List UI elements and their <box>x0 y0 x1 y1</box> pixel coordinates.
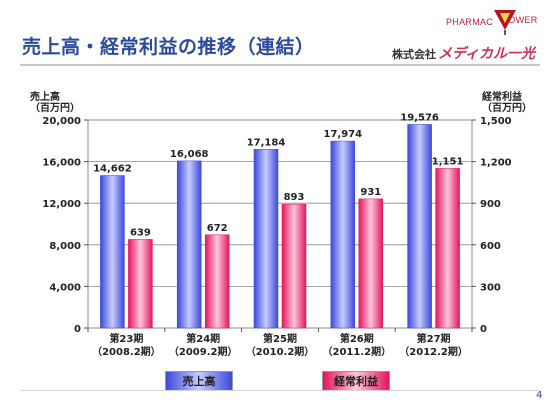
x-tick-sublabel: （2010.2期） <box>246 345 315 358</box>
x-tick-label: 第23期 <box>109 332 143 345</box>
x-tick-sublabel: （2008.2期） <box>92 345 161 358</box>
x-tick-label: 第24期 <box>186 332 220 345</box>
x-tick-sublabel: （2009.2期） <box>169 345 238 358</box>
y-left-tick-label: 4,000 <box>49 282 81 293</box>
bar-ordinary-profit <box>358 198 384 329</box>
brand-wordmark-part2: LOWER <box>503 15 538 25</box>
brand-wordmark-part1: PHARMAC <box>446 17 494 27</box>
page-title: 売上高・経常利益の推移（連結） <box>22 36 315 58</box>
company-prefix: 株式会社 <box>392 48 436 61</box>
y-axis-right-label: 経常利益 （百万円） <box>482 92 532 114</box>
data-label-sales: 14,662 <box>93 164 132 175</box>
y-left-tick-label: 12,000 <box>42 199 81 210</box>
y-axis-left-label-line2: （百万円） <box>30 103 80 114</box>
y-right-tick-label: 1,200 <box>480 158 512 169</box>
bar-sales <box>176 160 202 329</box>
data-label-ordinary-profit: 931 <box>360 187 381 198</box>
y-axis-left-label-line1: 売上高 <box>30 92 60 103</box>
y-right-tick-label: 900 <box>480 199 501 210</box>
data-label-ordinary-profit: 639 <box>130 227 151 238</box>
flower-logo-icon <box>494 10 516 35</box>
header-divider <box>20 64 540 66</box>
bar-sales <box>330 140 356 329</box>
y-right-tick-label: 600 <box>480 241 501 252</box>
data-label-sales: 17,184 <box>247 137 286 148</box>
footer-divider <box>20 390 540 391</box>
y-left-tick-label: 8,000 <box>49 241 81 252</box>
y-axis-left-label: 売上高 （百万円） <box>30 92 80 114</box>
bar-ordinary-profit <box>128 239 153 329</box>
x-tick-label: 第25期 <box>263 332 297 345</box>
data-label-sales: 16,068 <box>170 149 209 160</box>
data-label-ordinary-profit: 1,151 <box>432 156 464 167</box>
y-left-tick-label: 16,000 <box>42 158 81 169</box>
data-label-sales: 17,974 <box>324 129 363 140</box>
y-right-tick-label: 0 <box>480 324 487 335</box>
y-right-tick-label: 1,500 <box>480 116 512 127</box>
x-tick-label: 第26期 <box>340 332 374 345</box>
bar-sales <box>253 149 279 329</box>
bar-ordinary-profit <box>281 203 307 329</box>
legend-item-ordinary-profit: 経常利益 <box>322 371 390 391</box>
company-name-text: メディカル一光 <box>438 46 536 62</box>
brand-wordmark: PHARMAC LOWER <box>446 15 537 27</box>
bar-ordinary-profit <box>435 168 460 329</box>
y-left-tick-label: 0 <box>74 324 81 335</box>
data-label-sales: 19,576 <box>400 112 439 123</box>
data-label-ordinary-profit: 672 <box>207 223 228 234</box>
y-axis-right-label-line2: （百万円） <box>482 103 532 114</box>
bar-sales <box>407 124 432 329</box>
bar-ordinary-profit <box>204 234 230 329</box>
company-name: 株式会社 メディカル一光 <box>392 43 535 63</box>
y-axis-right-label-line1: 経常利益 <box>482 92 522 103</box>
x-tick-label: 第27期 <box>417 332 451 345</box>
y-left-tick-label: 20,000 <box>42 116 81 127</box>
data-label-ordinary-profit: 893 <box>284 192 305 203</box>
x-tick-sublabel: （2011.2期） <box>323 345 392 358</box>
y-right-tick-label: 300 <box>480 282 501 293</box>
page-number: 4 <box>536 390 543 401</box>
bar-sales <box>100 175 125 329</box>
x-tick-sublabel: （2012.2期） <box>399 345 468 358</box>
legend-item-sales: 売上高 <box>165 371 233 391</box>
